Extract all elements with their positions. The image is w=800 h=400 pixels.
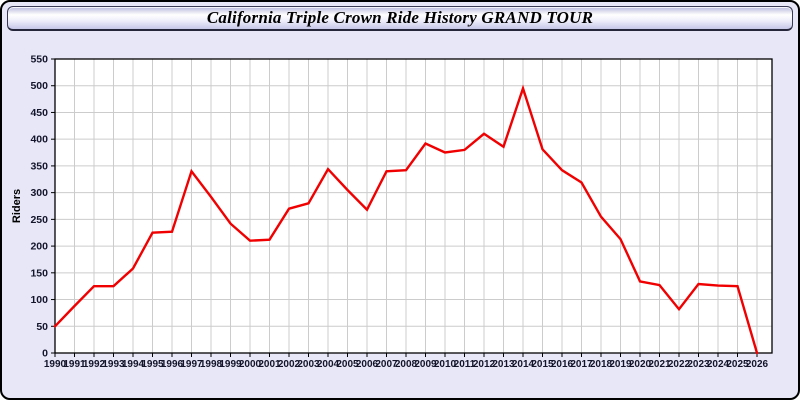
y-axis-label: 400	[30, 134, 48, 146]
x-axis-label: 1995	[141, 359, 164, 370]
y-axis-label: 550	[30, 54, 48, 66]
x-axis-label: 2015	[531, 359, 554, 370]
x-axis-label: 2006	[356, 359, 379, 370]
title-bar: California Triple Crown Ride History GRA…	[7, 6, 793, 31]
x-axis-label: 2013	[492, 359, 515, 370]
x-axis-label: 2022	[668, 359, 691, 370]
x-axis-label: 1997	[180, 359, 203, 370]
x-axis-label: 2023	[687, 359, 710, 370]
y-axis-title: Riders	[11, 189, 23, 223]
riders-line-series	[53, 84, 759, 355]
y-axis-label: 500	[30, 80, 48, 92]
y-axis-label: 200	[30, 241, 48, 253]
x-axis-label: 2019	[609, 359, 632, 370]
x-axis-label: 1993	[102, 359, 125, 370]
y-axis-label: 150	[30, 267, 48, 279]
x-axis-label: 2025	[726, 359, 749, 370]
x-axis-label: 1999	[219, 359, 242, 370]
x-axis-label: 2017	[570, 359, 593, 370]
x-axis-label: 1994	[122, 359, 145, 370]
x-axis-label: 2002	[278, 359, 301, 370]
y-axis-label: 250	[30, 214, 48, 226]
x-axis-label: 2026	[746, 359, 769, 370]
x-axis-label: 2000	[239, 359, 262, 370]
x-axis-label: 2011	[454, 359, 476, 370]
chart-title: California Triple Crown Ride History GRA…	[206, 8, 594, 27]
x-axis-label: 1992	[83, 359, 106, 370]
x-axis-label: 2021	[648, 359, 671, 370]
y-axis-label: 350	[30, 160, 48, 172]
x-axis-label: 2004	[317, 359, 340, 370]
x-axis-label: 2003	[297, 359, 320, 370]
x-axis-label: 2007	[375, 359, 398, 370]
plot-background	[55, 59, 772, 353]
y-axis-label: 50	[36, 321, 48, 333]
x-axis-label: 1996	[161, 359, 184, 370]
x-axis-label: 2009	[414, 359, 437, 370]
x-axis-label: 1991	[63, 359, 86, 370]
y-axis-label: 0	[42, 348, 48, 360]
x-axis-label: 2012	[473, 359, 496, 370]
x-axis-label: 2010	[434, 359, 457, 370]
x-axis-label: 2008	[395, 359, 418, 370]
x-axis-label: 2005	[336, 359, 359, 370]
x-axis-label: 2001	[258, 359, 281, 370]
x-axis-label: 1998	[200, 359, 223, 370]
x-axis-label: 2016	[551, 359, 574, 370]
x-axis-label: 2018	[590, 359, 613, 370]
y-axis-label: 100	[30, 294, 48, 306]
x-axis-label: 2020	[629, 359, 652, 370]
x-axis-label: 1990	[44, 359, 67, 370]
x-axis-label: 2024	[707, 359, 730, 370]
y-axis-label: 300	[30, 187, 48, 199]
x-axis-label: 2014	[512, 359, 535, 370]
y-axis-label: 450	[30, 107, 48, 119]
plot-border	[54, 58, 773, 354]
